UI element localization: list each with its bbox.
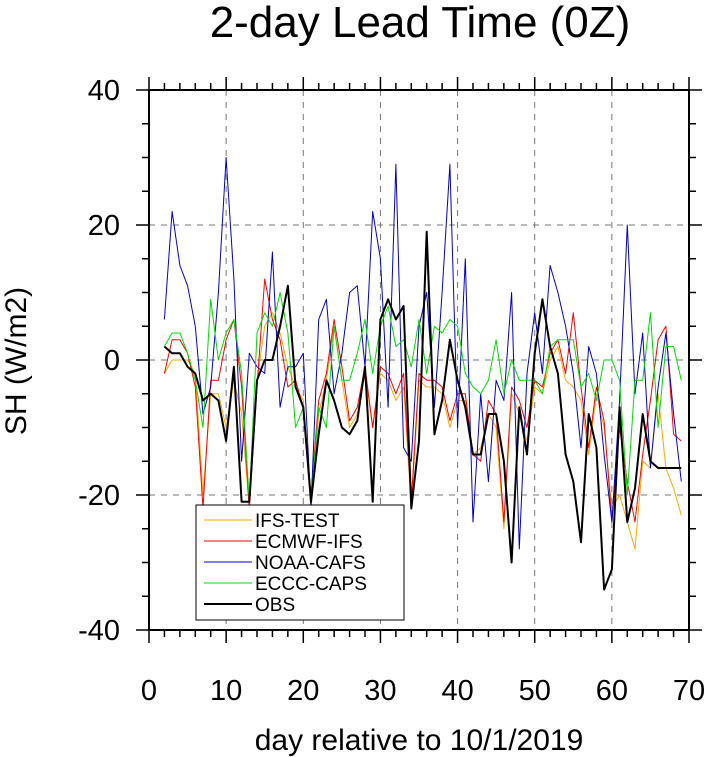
x-tick-label: 0 (141, 675, 157, 707)
y-tick-label: 40 (88, 75, 120, 107)
x-tick-label: 30 (364, 675, 396, 707)
x-axis-label: day relative to 10/1/2019 (255, 724, 584, 757)
legend-label-ifs-test: IFS-TEST (255, 511, 340, 532)
series-line-obs (163, 230, 682, 591)
y-tick-label: -20 (78, 480, 120, 512)
legend-label-ecmwf-ifs: ECMWF-IFS (255, 532, 363, 553)
x-tick-label: 20 (287, 675, 319, 707)
x-tick-label: 40 (441, 675, 473, 707)
y-tick-label: 20 (88, 210, 120, 242)
legend-label-obs: OBS (255, 595, 295, 616)
axis-ticks (136, 77, 702, 643)
legend-label-noaa-cafs: NOAA-CAFS (255, 553, 366, 574)
y-axis-label: SH (W/m2) (0, 287, 33, 435)
y-tick-label: -40 (78, 615, 120, 647)
x-tick-label: 70 (673, 675, 705, 707)
tick-labels: 0 10 20 30 40 50 60 70 -40 -20 0 20 40 (78, 75, 705, 707)
y-tick-label: 0 (104, 345, 120, 377)
chart-title: 2-day Lead Time (0Z) (210, 0, 631, 47)
x-tick-label: 10 (210, 675, 242, 707)
x-tick-label: 50 (519, 675, 551, 707)
legend-label-eccc-caps: ECCC-CAPS (255, 574, 367, 595)
x-tick-label: 60 (596, 675, 628, 707)
series-lines (163, 157, 682, 591)
